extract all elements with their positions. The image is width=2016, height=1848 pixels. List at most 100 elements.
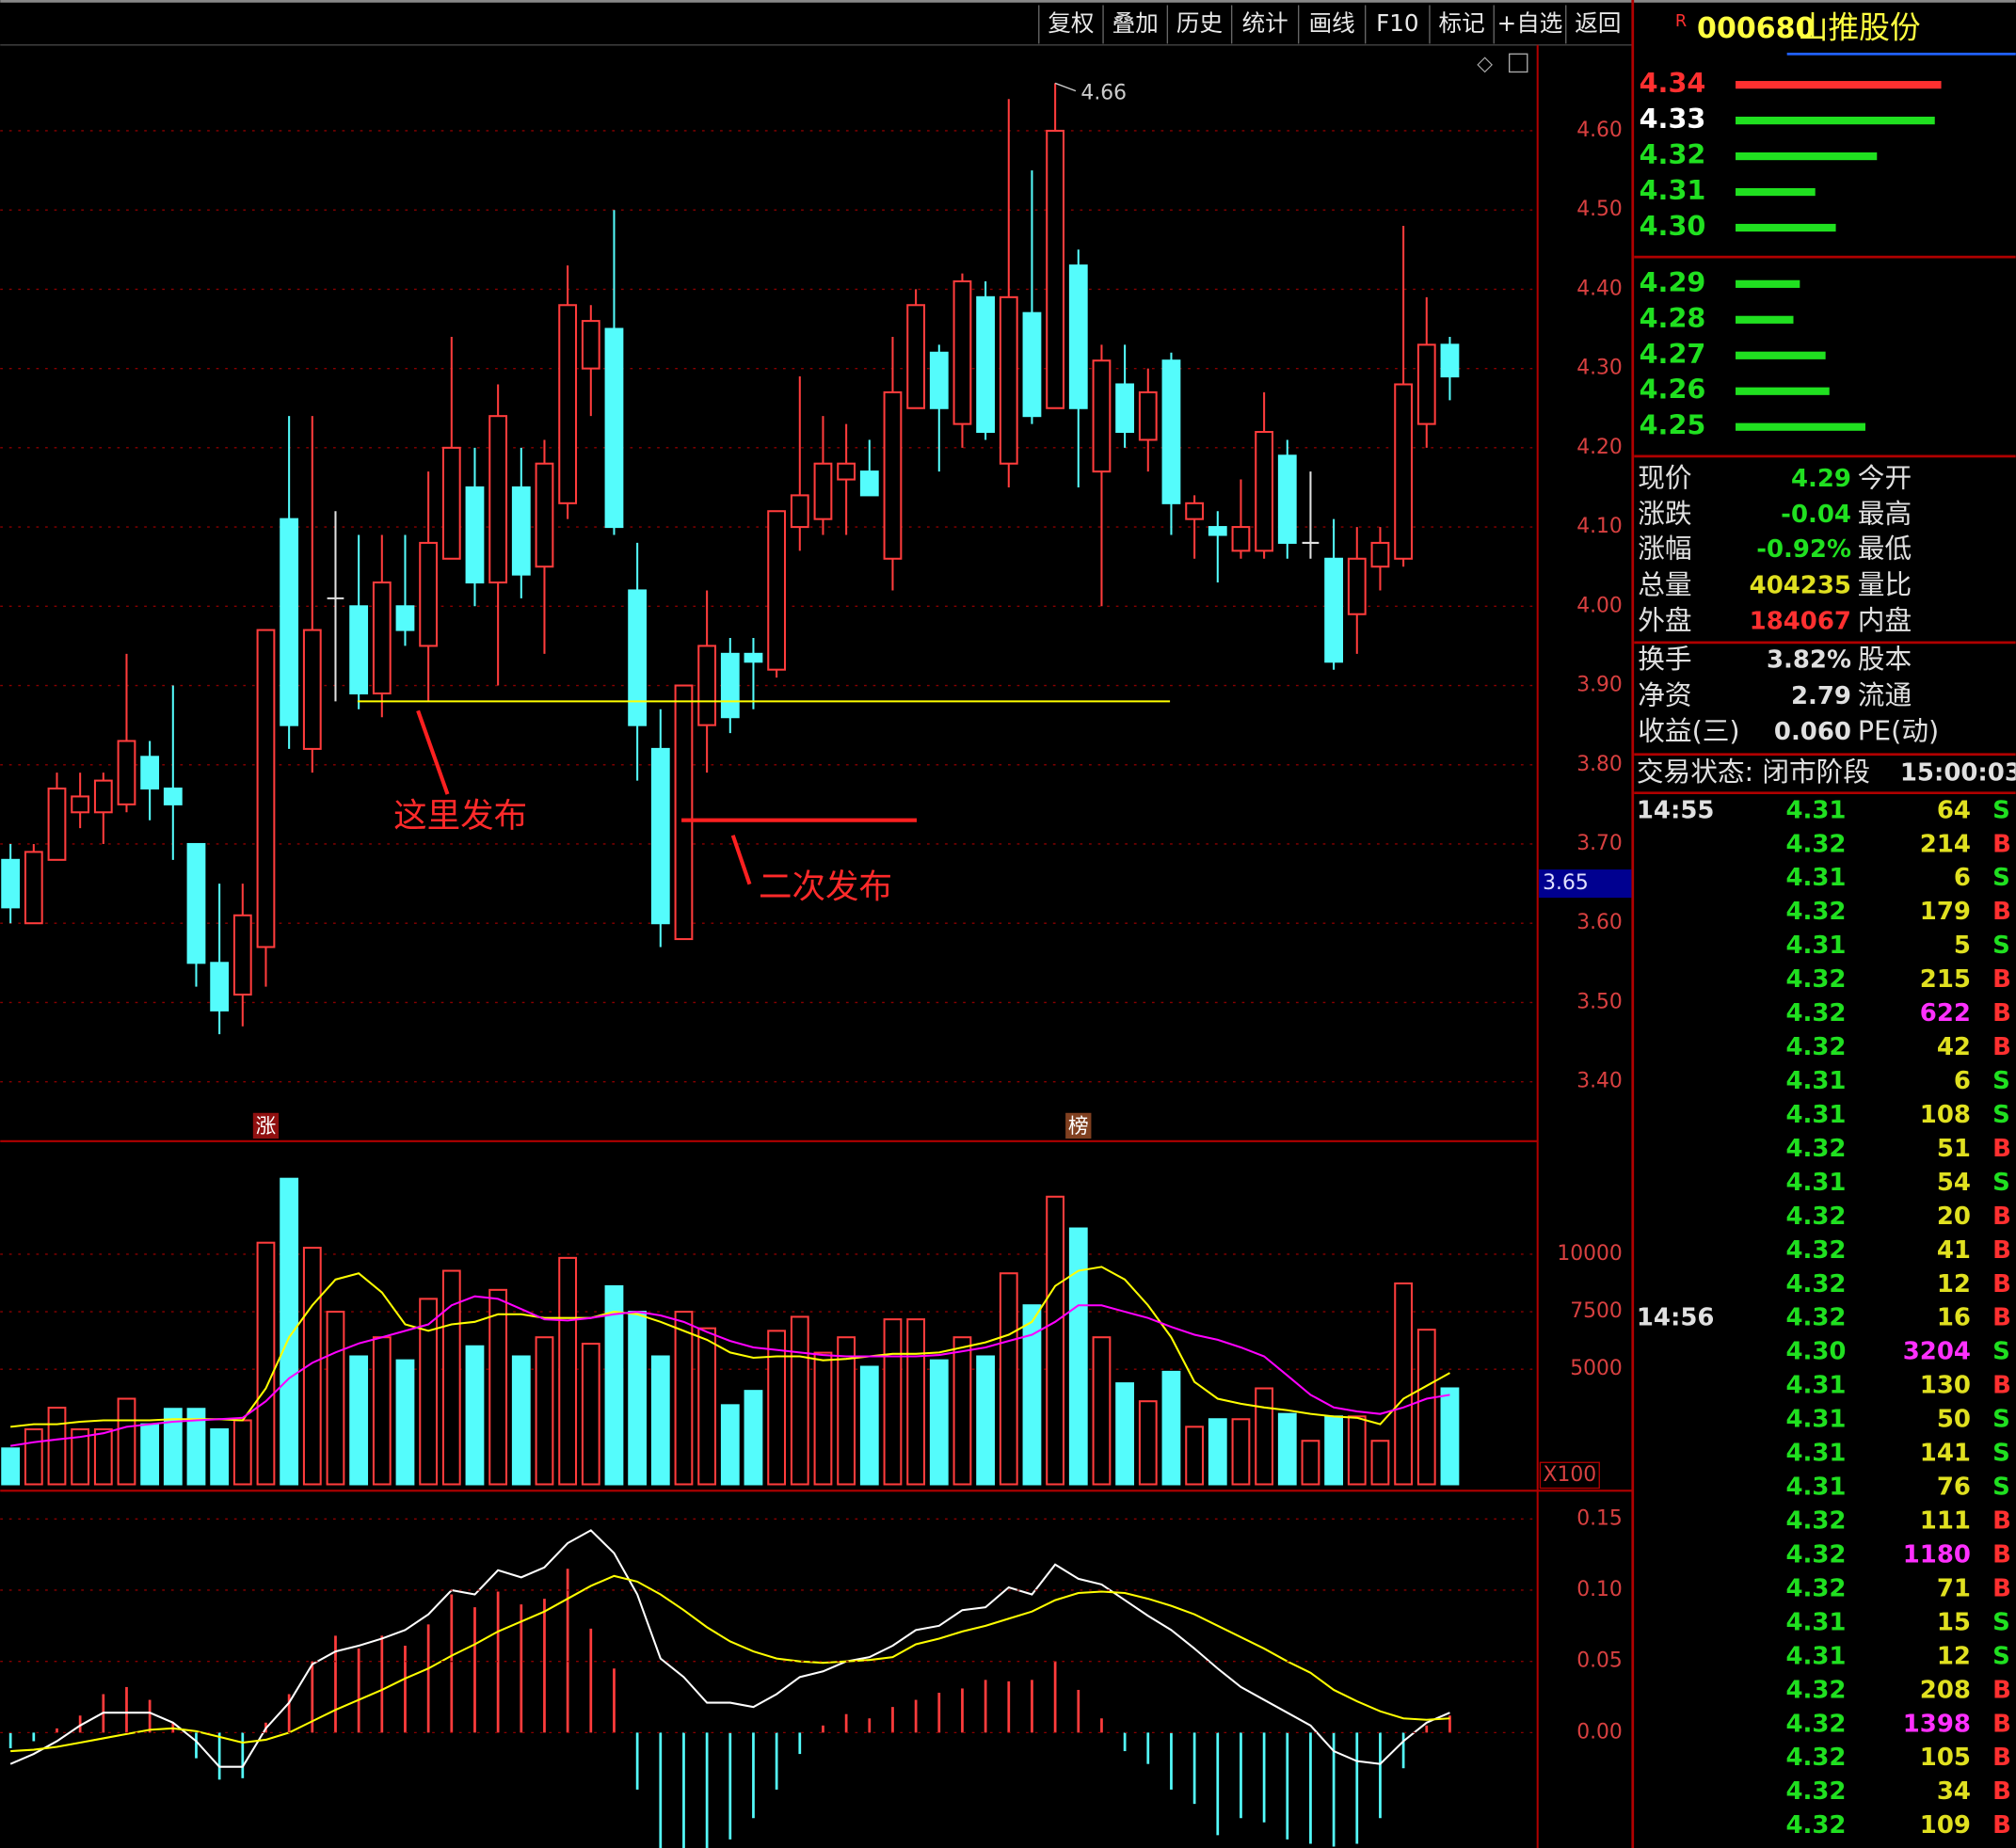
trade-price: 4.31 [1785, 1067, 1846, 1095]
unit-label: X100 [1544, 1463, 1597, 1487]
candle-body [767, 510, 787, 671]
trade-side: B [1992, 1676, 2011, 1704]
trade-volume: 6 [1954, 864, 1971, 892]
candle-body [372, 581, 392, 694]
trade-price: 4.31 [1785, 1406, 1846, 1434]
trade-time: 14:56 [1637, 1304, 1715, 1332]
toolbar-button[interactable]: 复权 [1048, 9, 1094, 37]
y-tick-label: 3.40 [1576, 1070, 1623, 1093]
volume-bar [232, 1419, 252, 1486]
trade-volume: 208 [1920, 1676, 1971, 1704]
volume-bar [535, 1336, 554, 1486]
y-tick-label: 4.00 [1576, 594, 1623, 617]
candle-body [674, 684, 694, 941]
volume-bar [1301, 1440, 1320, 1486]
volume-bar [1277, 1412, 1297, 1486]
trade-side: B [1992, 1033, 2011, 1061]
candle-body [302, 629, 322, 750]
volume-bar [419, 1298, 439, 1486]
trade-volume: 54 [1937, 1169, 1971, 1197]
quote-label: 最低 [1858, 533, 1912, 565]
volume-bar [1347, 1415, 1367, 1486]
trade-price: 4.32 [1785, 1236, 1846, 1265]
volume-bar [767, 1330, 787, 1486]
candle-body [697, 645, 717, 726]
volume-bar [813, 1351, 833, 1486]
volume-bar [1161, 1370, 1181, 1486]
quote-value: 3.82% [1767, 646, 1851, 675]
trade-side: S [1992, 1608, 2010, 1636]
order-size-bar [1736, 315, 1794, 324]
y-tick-label: 0.10 [1576, 1578, 1623, 1601]
toolbar-button[interactable]: 标记 [1439, 9, 1485, 37]
candle-body [24, 851, 43, 925]
y-tick-label: 3.90 [1576, 674, 1623, 697]
toolbar-button[interactable]: 叠加 [1112, 9, 1159, 37]
volume-bar [837, 1336, 856, 1486]
volume-bar [628, 1311, 648, 1486]
trade-price: 4.31 [1785, 1372, 1846, 1400]
candle-body [1185, 502, 1205, 520]
candle-body [1255, 430, 1274, 552]
volume-bar [93, 1428, 113, 1486]
trade-side: B [1992, 1574, 2011, 1602]
trade-volume: 109 [1920, 1811, 1971, 1840]
quote-value: 4.29 [1791, 465, 1851, 493]
volume-bar [1440, 1387, 1460, 1486]
volume-bar [372, 1336, 392, 1486]
trade-price: 4.31 [1785, 1474, 1846, 1502]
order-price: 4.28 [1640, 302, 1706, 334]
quote-label: 量比 [1858, 568, 1912, 600]
quote-label: 外盘 [1638, 604, 1691, 636]
volume-bar [976, 1355, 996, 1486]
order-size-bar [1736, 351, 1826, 359]
toolbar-button[interactable]: 历史 [1176, 9, 1223, 37]
trade-side: S [1992, 932, 2010, 960]
macd-line [10, 1574, 1450, 1753]
trade-price: 4.32 [1785, 1744, 1846, 1772]
trade-side: B [1992, 1710, 2011, 1738]
candle-body [859, 470, 879, 497]
toolbar-button[interactable]: 画线 [1309, 9, 1355, 37]
order-price: 4.27 [1640, 338, 1706, 370]
candle-body [1161, 359, 1181, 504]
y-tick-label: 4.30 [1576, 357, 1623, 380]
toolbar-button[interactable]: F10 [1376, 9, 1418, 37]
toolbar-button[interactable]: 统计 [1242, 9, 1288, 37]
trade-price: 4.32 [1785, 1304, 1846, 1332]
candle-body [465, 486, 485, 584]
toolbar-button[interactable]: +自选 [1497, 9, 1563, 37]
volume-bar [1115, 1382, 1135, 1486]
trade-price: 4.31 [1785, 932, 1846, 960]
volume-bar [511, 1355, 531, 1486]
trade-price: 4.31 [1785, 864, 1846, 892]
trade-side: B [1992, 999, 2011, 1028]
volume-bar [720, 1404, 740, 1486]
volume-bar [24, 1428, 43, 1486]
y-tick-label: 5000 [1570, 1357, 1623, 1380]
volume-bar [465, 1345, 485, 1486]
trade-price: 4.32 [1785, 1676, 1846, 1704]
trade-side: B [1992, 1744, 2011, 1772]
quote-label: 收益(三) [1638, 714, 1739, 746]
annotation-pointer [416, 709, 450, 795]
candle-body [650, 747, 670, 925]
y-tick-label: 4.50 [1576, 198, 1623, 221]
quote-label: 现价 [1638, 461, 1691, 493]
candle-body [720, 652, 740, 719]
candle-body [1046, 129, 1065, 409]
trade-price: 4.30 [1785, 1338, 1846, 1366]
trade-volume: 76 [1937, 1474, 1971, 1502]
candle-body [1394, 383, 1414, 560]
trade-volume: 12 [1937, 1642, 1971, 1670]
volume-bar [859, 1365, 879, 1486]
trade-side: B [1992, 1236, 2011, 1265]
status-label: 交易状态: 闭市阶段 [1637, 756, 1870, 788]
toolbar-button[interactable]: 返回 [1575, 9, 1621, 37]
trade-side: B [1992, 1304, 2011, 1332]
trade-volume: 1398 [1903, 1710, 1971, 1738]
candle-body [441, 446, 461, 560]
candle-body [71, 795, 90, 814]
trade-volume: 64 [1937, 796, 1971, 824]
